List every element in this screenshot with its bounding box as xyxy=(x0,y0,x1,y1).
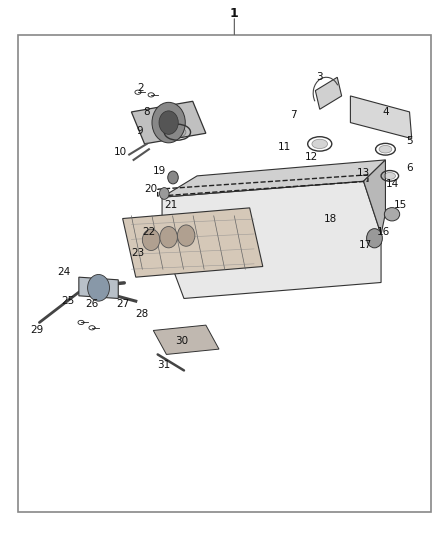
Circle shape xyxy=(367,229,382,248)
Text: 27: 27 xyxy=(116,299,129,309)
Text: 12: 12 xyxy=(304,152,318,162)
Ellipse shape xyxy=(384,173,396,179)
Polygon shape xyxy=(315,77,342,109)
Text: 23: 23 xyxy=(131,248,145,258)
Text: 19: 19 xyxy=(153,166,166,175)
Text: 21: 21 xyxy=(164,200,177,210)
Bar xyxy=(18,35,431,512)
Text: 14: 14 xyxy=(385,179,399,189)
Text: 16: 16 xyxy=(377,227,390,237)
Polygon shape xyxy=(79,277,118,298)
Ellipse shape xyxy=(312,139,328,149)
Text: 24: 24 xyxy=(57,267,70,277)
Ellipse shape xyxy=(384,207,399,221)
Text: 9: 9 xyxy=(137,126,144,135)
Polygon shape xyxy=(131,101,206,144)
FancyArrowPatch shape xyxy=(81,280,124,284)
Circle shape xyxy=(160,227,177,248)
Text: 30: 30 xyxy=(175,336,188,346)
Text: 26: 26 xyxy=(85,299,99,309)
Polygon shape xyxy=(364,160,385,235)
Text: 11: 11 xyxy=(278,142,291,151)
Polygon shape xyxy=(153,325,219,354)
Polygon shape xyxy=(162,181,381,298)
Text: 28: 28 xyxy=(136,310,149,319)
Text: 31: 31 xyxy=(158,360,171,370)
Text: 2: 2 xyxy=(137,83,144,93)
Text: 22: 22 xyxy=(142,227,155,237)
Ellipse shape xyxy=(379,146,392,153)
Text: 15: 15 xyxy=(394,200,407,210)
Circle shape xyxy=(168,171,178,184)
Ellipse shape xyxy=(169,127,186,138)
Circle shape xyxy=(142,229,160,251)
Text: 8: 8 xyxy=(143,107,150,117)
Polygon shape xyxy=(350,96,412,139)
Polygon shape xyxy=(123,208,263,277)
Text: 13: 13 xyxy=(357,168,370,178)
Text: 1: 1 xyxy=(230,7,239,20)
Text: 18: 18 xyxy=(324,214,337,223)
Text: 20: 20 xyxy=(145,184,158,194)
Circle shape xyxy=(152,102,185,143)
Circle shape xyxy=(177,225,195,246)
Circle shape xyxy=(159,188,169,199)
Polygon shape xyxy=(162,160,385,197)
Text: 29: 29 xyxy=(31,326,44,335)
Text: 7: 7 xyxy=(290,110,297,119)
Text: 5: 5 xyxy=(406,136,413,146)
Text: 3: 3 xyxy=(316,72,323,82)
Text: 6: 6 xyxy=(406,163,413,173)
Circle shape xyxy=(159,111,178,134)
Text: 4: 4 xyxy=(382,107,389,117)
Circle shape xyxy=(88,274,110,301)
Text: 25: 25 xyxy=(61,296,74,306)
Text: 17: 17 xyxy=(359,240,372,250)
Text: 10: 10 xyxy=(114,147,127,157)
